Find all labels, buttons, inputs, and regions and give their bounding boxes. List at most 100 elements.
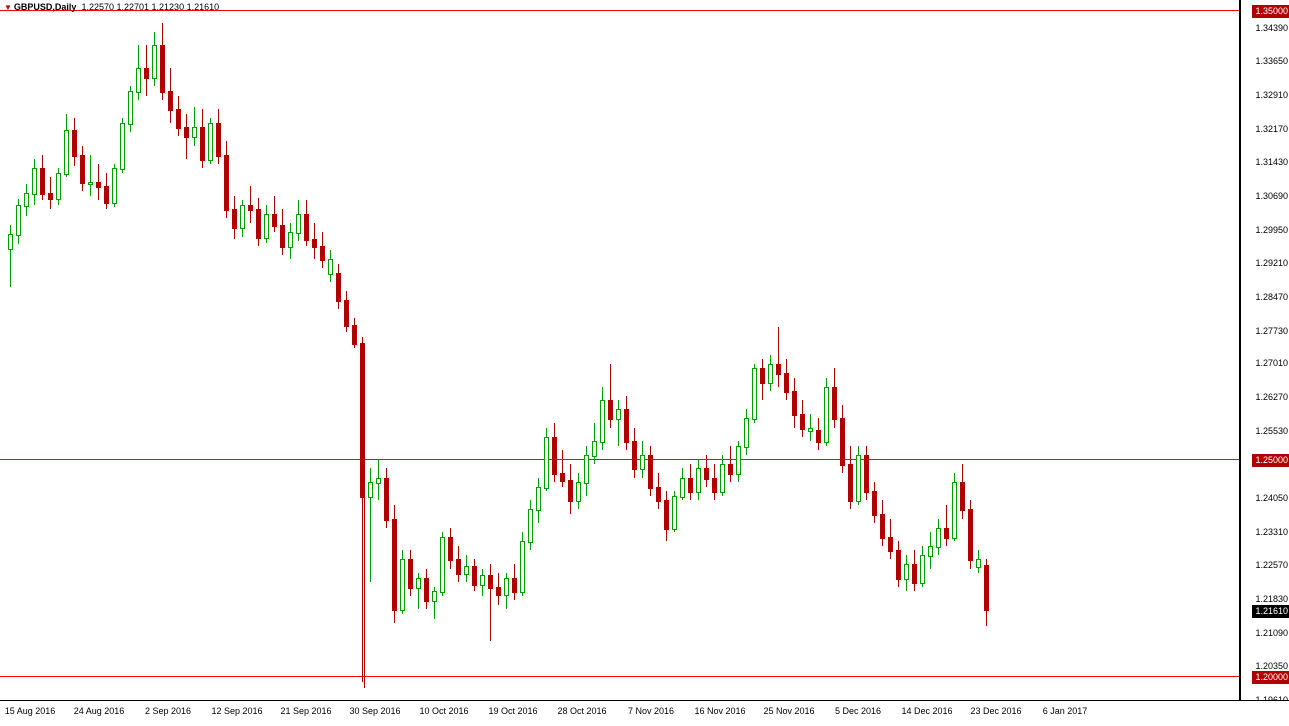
candle-body	[680, 477, 685, 498]
price-axis[interactable]: 1.34390 1.33650 1.32910 1.32170 1.31430 1.306…	[1240, 0, 1289, 705]
candle-body	[568, 479, 573, 503]
price-tick-label: 1.30690	[1255, 191, 1288, 202]
candle-body	[592, 441, 597, 457]
candle-wick	[362, 336, 363, 683]
candle-body	[800, 413, 805, 430]
candle-body	[544, 436, 549, 489]
candle-body	[840, 418, 845, 466]
last-price-tag: 1.21610	[1252, 605, 1289, 618]
candle-body	[912, 564, 917, 585]
price-tick-label: 1.33650	[1255, 56, 1288, 67]
candle-body	[920, 554, 925, 585]
candle-body	[312, 238, 317, 248]
triangle-down-icon: ▼	[4, 3, 12, 12]
candle-body	[104, 186, 109, 205]
candle-body	[336, 272, 341, 303]
candle-body	[904, 564, 909, 580]
candle-body	[192, 127, 197, 139]
candle-body	[832, 386, 837, 421]
candle-body	[616, 409, 621, 421]
candle-body	[528, 509, 533, 544]
candle-body	[152, 45, 157, 80]
candle-body	[168, 90, 173, 112]
date-tick-label: 15 Aug 2016	[4, 706, 56, 716]
candle-body	[144, 68, 149, 80]
candle-body	[520, 541, 525, 594]
candle-body	[560, 473, 565, 482]
candle-body	[392, 518, 397, 612]
price-tick-label: 1.20350	[1255, 661, 1288, 672]
time-axis[interactable]: 15 Aug 2016 24 Aug 2016 2 Sep 2016 12 Sep 2…	[0, 700, 1289, 726]
candle-body	[952, 482, 957, 539]
candle-wick	[562, 450, 563, 487]
price-tick-label: 1.34390	[1255, 22, 1288, 33]
candle-body	[640, 454, 645, 471]
candle-body	[64, 129, 69, 175]
candle-body	[960, 482, 965, 512]
candle-body	[856, 454, 861, 503]
candle-body	[784, 372, 789, 394]
candle-body	[136, 68, 141, 93]
quote-values: 1.22570 1.22701 1.21230 1.21610	[81, 2, 220, 12]
date-tick-label: 14 Dec 2016	[901, 706, 953, 716]
candle-body	[928, 545, 933, 557]
price-tick-label: 1.21090	[1255, 627, 1288, 638]
price-tick-label: 1.25530	[1255, 425, 1288, 436]
date-tick-label: 28 Oct 2016	[557, 706, 607, 716]
candle-body	[792, 391, 797, 416]
candle-body	[512, 577, 517, 594]
candle-body	[624, 409, 629, 444]
level-line-135	[0, 10, 1240, 11]
candle-body	[816, 429, 821, 444]
candle-body	[328, 259, 333, 275]
level-line-120	[0, 676, 1240, 677]
candle-body	[648, 454, 653, 489]
candle-wick	[946, 504, 947, 546]
candle-body	[24, 193, 29, 207]
candle-body	[416, 577, 421, 589]
candle-body	[120, 122, 125, 171]
date-tick-label: 23 Dec 2016	[970, 706, 1022, 716]
candle-body	[80, 154, 85, 184]
candle-wick	[490, 564, 491, 642]
candle-body	[496, 586, 501, 596]
candle-body	[768, 363, 773, 385]
candle-wick	[10, 224, 11, 287]
candle-body	[264, 213, 269, 239]
price-tick-label: 1.32910	[1255, 90, 1288, 101]
candle-body	[672, 495, 677, 530]
candle-body	[440, 536, 445, 594]
candle-wick	[810, 413, 811, 442]
candle-body	[176, 109, 181, 130]
candle-body	[872, 491, 877, 516]
candle-body	[224, 154, 229, 212]
date-tick-label: 19 Oct 2016	[488, 706, 538, 716]
chart-plot-area[interactable]	[0, 0, 1240, 700]
candle-body	[944, 527, 949, 539]
candle-body	[360, 343, 365, 498]
candle-body	[376, 477, 381, 485]
candle-body	[208, 122, 213, 162]
candle-body	[232, 209, 237, 230]
candle-wick	[90, 154, 91, 196]
candle-body	[808, 427, 813, 432]
candle-body	[744, 418, 749, 448]
date-tick-label: 2 Sep 2016	[144, 706, 192, 716]
date-tick-label: 30 Sep 2016	[349, 706, 401, 716]
candle-body	[8, 234, 13, 250]
candle-wick	[618, 400, 619, 446]
candle-wick	[778, 327, 779, 387]
candle-body	[408, 559, 413, 589]
price-tick-label: 1.23310	[1255, 526, 1288, 537]
candle-body	[432, 591, 437, 603]
candle-body	[752, 368, 757, 421]
candle-body	[656, 486, 661, 503]
date-tick-label: 6 Jan 2017	[1042, 706, 1088, 716]
candle-body	[664, 500, 669, 530]
candle-body	[760, 368, 765, 385]
price-tick-label: 1.21830	[1255, 594, 1288, 605]
candle-body	[128, 90, 133, 125]
candle-body	[304, 213, 309, 241]
candle-body	[32, 168, 37, 196]
